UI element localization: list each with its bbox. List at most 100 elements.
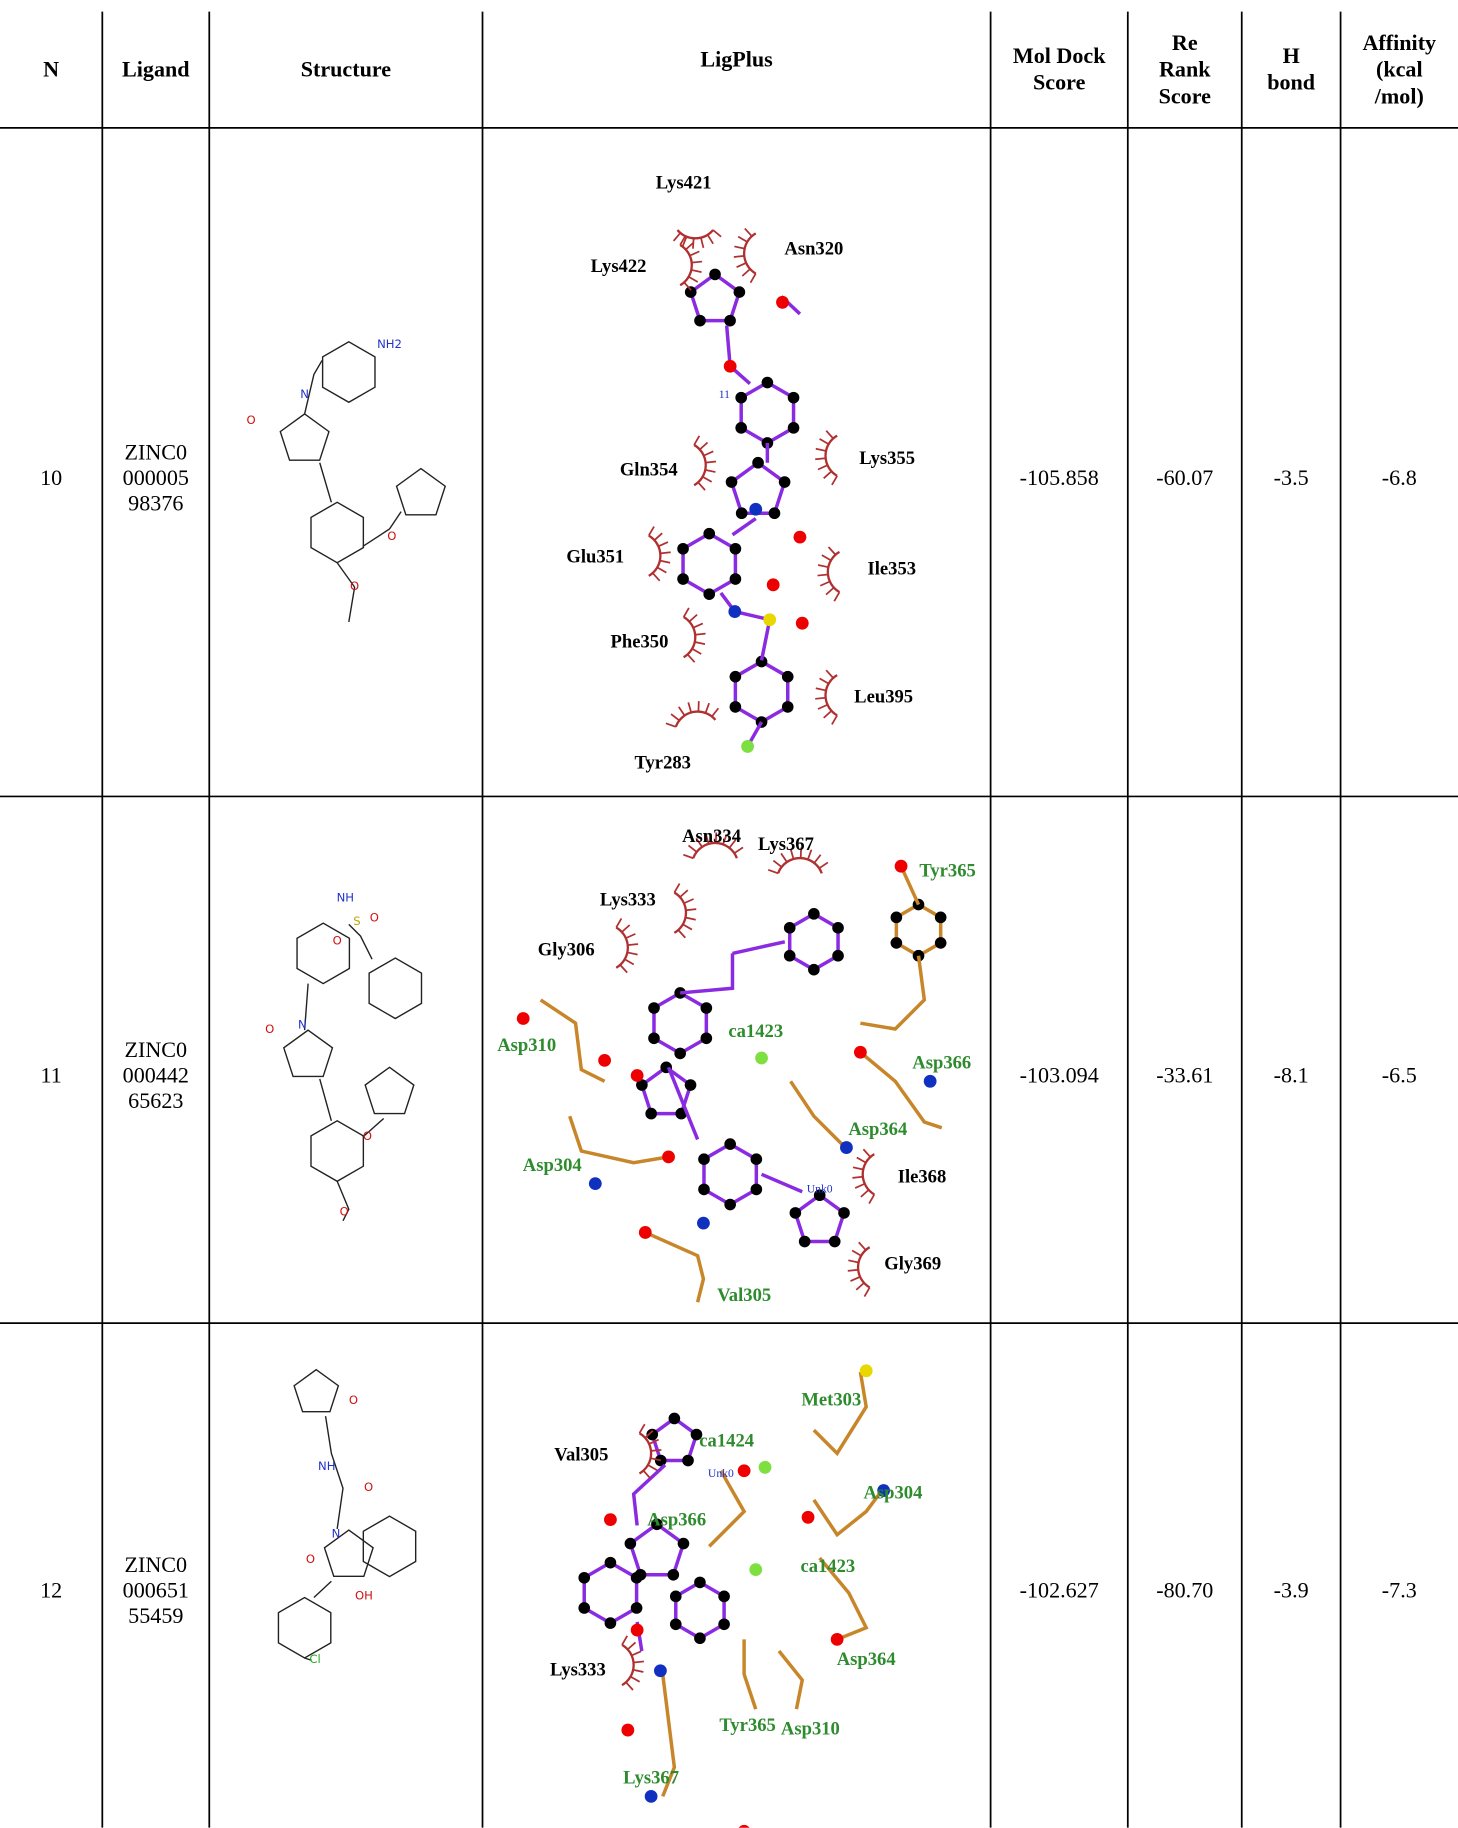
ligplus-label: Lys367 [758, 834, 814, 855]
atom [729, 670, 742, 683]
hydrophobic-spoke [847, 1268, 859, 1272]
ligplus-label: Ile368 [897, 1167, 947, 1188]
bond [336, 562, 356, 623]
header-cell: Re Rank Score [1128, 12, 1242, 128]
hydrophobic-spoke [706, 234, 714, 245]
hydrophobic-spoke [665, 722, 677, 728]
affinity-cell: -7.3 [1341, 1323, 1458, 1828]
hydrophobic-spoke [687, 702, 693, 713]
atom [729, 542, 742, 555]
ring [702, 1142, 759, 1207]
atom [755, 1051, 768, 1065]
ligplus-label: Unk0 [806, 1183, 833, 1196]
atom [758, 1460, 772, 1474]
atom [690, 1428, 703, 1441]
structure-atom-label: O [348, 1394, 359, 1408]
mol-dock-score-cell: -103.094 [991, 796, 1128, 1323]
atom [752, 456, 764, 469]
bond [812, 1487, 886, 1538]
hydrophobic-spoke [734, 245, 745, 250]
atom [674, 1047, 686, 1060]
atom [787, 391, 800, 404]
hydrophobic-spoke [658, 541, 669, 548]
bond [304, 1657, 312, 1661]
hydrophobic-spoke [825, 669, 834, 679]
atom [604, 1513, 617, 1527]
ligplus-label: Gln354 [619, 460, 678, 481]
atom [787, 422, 800, 434]
hydrophobic-spoke [679, 889, 689, 898]
atom [781, 701, 794, 713]
ligplus-label: Lys355 [859, 448, 916, 469]
hydrophobic-spoke [685, 908, 697, 912]
atom [741, 740, 754, 753]
hydrophobic-spoke [672, 232, 682, 242]
hydrophobic-spoke [627, 943, 639, 947]
atom [808, 963, 820, 976]
hydrophobic-spoke [689, 250, 700, 257]
atom [630, 1602, 643, 1614]
ring [277, 1596, 332, 1659]
ring [364, 1066, 415, 1115]
hydrophobic-spoke [638, 1423, 646, 1434]
atom [604, 1617, 617, 1629]
atom [737, 1464, 751, 1478]
hydrophobic-spoke [825, 586, 835, 596]
bond [732, 940, 786, 956]
mol-dock-score: -103.094 [1019, 1063, 1099, 1088]
rerank-score: -33.61 [1156, 1063, 1214, 1088]
atom [755, 655, 768, 668]
hydrophobic-spoke [642, 1470, 652, 1479]
structure-atom-label: O [350, 580, 360, 594]
structure-atom-label: N [331, 1528, 341, 1542]
ligplus-label: 11 [718, 388, 730, 402]
bond [362, 511, 402, 548]
atom [859, 1364, 873, 1378]
atom [750, 1183, 763, 1196]
structure-atom-label: O [332, 935, 342, 949]
ligplus-label: Tyr283 [634, 753, 691, 774]
n: 11 [40, 1063, 62, 1088]
ligplus-label: Tyr365 [719, 1716, 776, 1736]
structure-atom-label: NH2 [377, 338, 402, 352]
ligplus-label: ca1423 [728, 1021, 784, 1042]
hydrophobic-arc [693, 443, 707, 487]
atom [630, 1069, 644, 1082]
atom [776, 295, 789, 309]
atom [718, 1590, 730, 1603]
structure-atom-label: O [363, 1481, 374, 1495]
atom [894, 859, 908, 873]
atom [677, 1537, 690, 1550]
structure-atom-label: S [353, 915, 361, 929]
hydrophobic-arc [676, 229, 714, 240]
hydrophobic-spoke [815, 447, 827, 452]
bond [680, 953, 735, 995]
bond [760, 1172, 803, 1194]
atom [630, 1571, 643, 1584]
hydrophobic-spoke [817, 564, 829, 569]
ligplus-label: Asn320 [784, 239, 844, 260]
atom [808, 908, 820, 920]
atom [516, 1012, 530, 1025]
atom [668, 1412, 681, 1425]
hydrophobic-spoke [644, 1430, 654, 1439]
hydrophobic-arc [824, 434, 838, 477]
hydrophobic-spoke [736, 262, 747, 268]
ring [582, 1560, 639, 1626]
ring [652, 990, 709, 1056]
atom [832, 949, 844, 962]
h-bond-cell: -8.1 [1242, 796, 1341, 1323]
hydrophobic-spoke [624, 958, 635, 966]
atom [588, 1177, 602, 1191]
hydrophobic-spoke [678, 706, 686, 717]
header-text: Re Rank Score [1158, 30, 1211, 109]
rerank-score-cell: -80.70 [1128, 1323, 1242, 1828]
ligplus-label: Asp304 [863, 1483, 923, 1504]
atom [636, 1079, 648, 1091]
atom [766, 578, 780, 592]
atom [729, 701, 742, 713]
hydrophobic-spoke [694, 641, 706, 646]
hydrophobic-spoke [683, 281, 692, 291]
